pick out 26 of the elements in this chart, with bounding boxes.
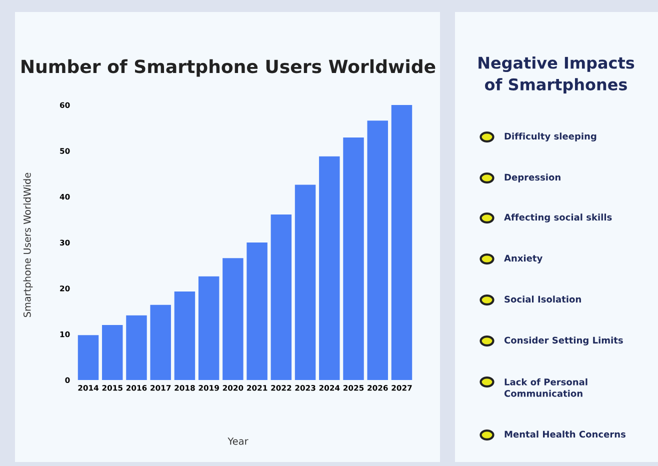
bar bbox=[246, 242, 268, 380]
x-axis-title: Year bbox=[228, 438, 248, 445]
bar bbox=[319, 156, 340, 380]
bar bbox=[174, 292, 196, 380]
text: Affecting social skills bbox=[504, 214, 612, 222]
bar bbox=[343, 138, 364, 380]
text: Depression bbox=[504, 174, 560, 182]
text: Anxiety bbox=[504, 254, 542, 264]
bar bbox=[126, 315, 147, 380]
bar bbox=[270, 214, 292, 380]
chart-title: Number of Smartphone Users Worldwide bbox=[22, 59, 436, 77]
bar bbox=[294, 184, 316, 380]
bar bbox=[222, 258, 244, 380]
text: Negative Impacts of Smartphones bbox=[478, 56, 634, 94]
bar bbox=[150, 304, 171, 380]
bar bbox=[198, 276, 220, 380]
bar bbox=[102, 325, 123, 380]
bar bbox=[367, 120, 388, 380]
text: Lack of Personal Communication bbox=[504, 378, 588, 397]
text: Consider Setting Limits bbox=[504, 336, 623, 346]
text: Difficulty sleeping bbox=[504, 132, 596, 142]
text: Mental Health Concerns bbox=[504, 430, 626, 438]
text: Social Isolation bbox=[504, 296, 581, 303]
bar bbox=[78, 335, 99, 380]
y-axis-title: Smartphone Users WorldWide bbox=[23, 172, 33, 318]
bar bbox=[391, 105, 412, 380]
